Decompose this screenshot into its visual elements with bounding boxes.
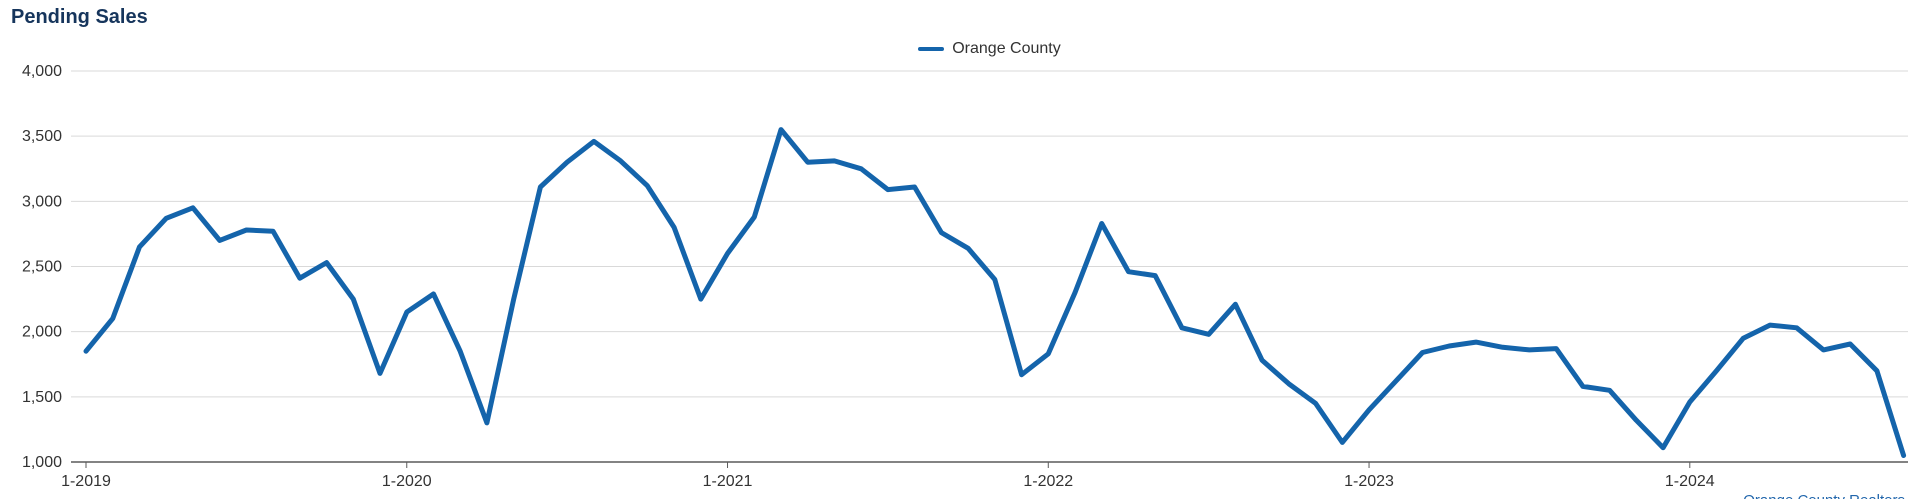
legend-item-orange-county[interactable]: Orange County	[71, 40, 1908, 58]
legend-line-swatch	[918, 47, 945, 51]
y-axis-label: 1,000	[22, 454, 62, 471]
x-axis-label: 1-2021	[703, 473, 753, 490]
y-axis-label: 4,000	[22, 63, 62, 80]
y-axis-label: 3,500	[22, 128, 62, 145]
x-axis-label: 1-2022	[1023, 473, 1073, 490]
source-attribution[interactable]: Orange County Realtors	[1743, 492, 1905, 499]
y-axis-label: 3,000	[22, 193, 62, 210]
x-axis-label: 1-2019	[61, 473, 111, 490]
x-axis-label: 1-2020	[382, 473, 432, 490]
y-axis-label: 2,000	[22, 324, 62, 341]
x-axis-label: 1-2024	[1665, 473, 1715, 490]
chart-title: Pending Sales	[11, 6, 148, 28]
legend-label: Orange County	[952, 40, 1061, 57]
x-axis-label: 1-2023	[1344, 473, 1394, 490]
y-axis-label: 2,500	[22, 259, 62, 276]
series-line-orange-county	[83, 127, 1907, 458]
y-axis-label: 1,500	[22, 389, 62, 406]
